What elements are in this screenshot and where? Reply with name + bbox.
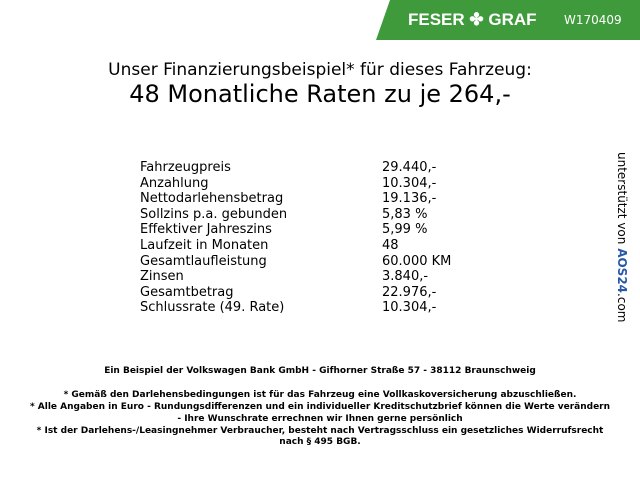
row-label: Nettodarlehensbetrag <box>140 191 284 207</box>
finance-row: Schlussrate (49. Rate) 10.304,- <box>140 300 451 316</box>
footnote-1: * Gemäß den Darlehensbedingungen ist für… <box>63 390 577 400</box>
finance-row: Gesamtlaufleistung 60.000 KM <box>140 254 451 270</box>
row-label: Anzahlung <box>140 175 209 191</box>
row-label: Fahrzeugpreis <box>140 160 231 175</box>
finance-row: Nettodarlehensbetrag 19.136,- <box>140 191 451 207</box>
bank-info: Ein Beispiel der Volkswagen Bank GmbH - … <box>104 366 536 376</box>
brand-banner <box>376 0 640 40</box>
row-label: Sollzins p.a. gebunden <box>140 206 288 222</box>
sponsor-suffix: .com <box>615 293 629 323</box>
row-value: 19.136,- <box>382 191 437 207</box>
finance-row: Gesamtbetrag 22.976,- <box>140 285 451 301</box>
rate-headline: 48 Monatliche Raten zu je 264,- <box>129 80 511 108</box>
sponsor-text: unterstützt von AOS24.com <box>614 152 630 322</box>
brand-logo: FESER ✤ GRAF <box>408 10 537 29</box>
row-label: Effektiver Jahreszins <box>140 222 272 238</box>
row-label: Laufzeit in Monaten <box>140 237 269 253</box>
row-label: Gesamtbetrag <box>140 284 234 300</box>
sponsor-prefix: unterstützt von <box>615 152 629 249</box>
finance-table: Fahrzeugpreis 29.440,- Anzahlung 10.304,- Ne… <box>140 160 451 316</box>
row-value: 29.440,- <box>382 160 437 175</box>
row-value: 48 <box>382 237 399 253</box>
vehicle-code: W170409 <box>564 13 622 27</box>
row-label: Schlussrate (49. Rate) <box>140 300 285 316</box>
finance-row: Fahrzeugpreis 29.440,- <box>140 160 451 176</box>
finance-row: Anzahlung 10.304,- <box>140 176 451 192</box>
row-label: Gesamtlaufleistung <box>140 253 267 269</box>
row-value: 10.304,- <box>382 175 437 191</box>
finance-row: Laufzeit in Monaten 48 <box>140 238 451 254</box>
row-label: Zinsen <box>140 269 184 285</box>
footnote-2b: - Ihre Wunschrate errechnen wir Ihnen ge… <box>177 414 463 424</box>
finance-row: Effektiver Jahreszins 5,99 % <box>140 222 451 238</box>
row-value: 5,83 % <box>382 206 428 222</box>
row-value: 60.000 KM <box>382 253 452 269</box>
row-value: 22.976,- <box>382 284 437 300</box>
footnote-3b: nach § 495 BGB. <box>279 437 361 447</box>
finance-row: Sollzins p.a. gebunden 5,83 % <box>140 207 451 223</box>
row-value: 5,99 % <box>382 222 428 238</box>
finance-row: Zinsen 3.840,- <box>140 269 451 285</box>
row-value: 3.840,- <box>382 269 429 285</box>
footnote-2: * Alle Angaben in Euro - Rundungsdiffere… <box>29 402 611 412</box>
footnote-3: * Ist der Darlehens-/Leasingnehmer Verbr… <box>36 426 604 436</box>
aos24-logo: AOS24 <box>615 248 629 294</box>
row-value: 10.304,- <box>382 300 437 316</box>
page-title: Unser Finanzierungsbeispiel* für dieses … <box>108 60 532 80</box>
